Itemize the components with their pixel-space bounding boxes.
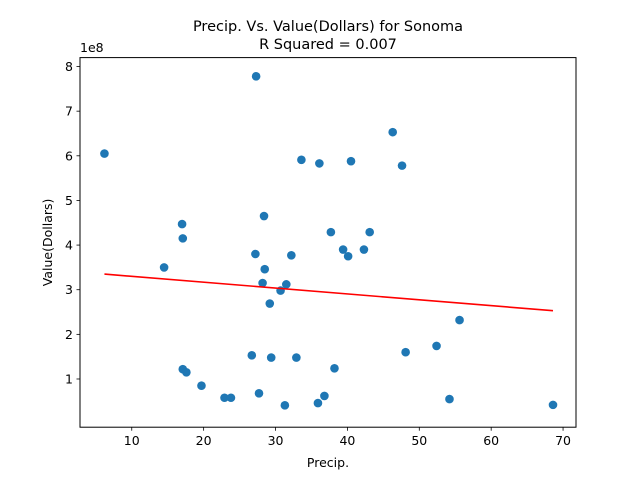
y-tick-label: 3: [65, 282, 73, 297]
plot-content: [100, 72, 558, 410]
data-point: [455, 315, 464, 325]
y-axis-ticks: 1 2 3 4 5 6 7 8: [65, 59, 80, 386]
plot-frame: [79, 57, 577, 428]
data-point: [178, 234, 188, 243]
data-point: [346, 156, 356, 166]
data-point: [177, 219, 187, 229]
x-tick-label: 20: [196, 433, 212, 448]
data-point: [220, 393, 229, 403]
data-point: [313, 398, 323, 408]
chart-title-line1: Precip. Vs. Value(Dollars) for Sonoma: [193, 19, 463, 35]
data-point: [182, 368, 191, 377]
x-tick-label: 30: [268, 433, 284, 448]
data-point: [260, 264, 270, 274]
data-point: [254, 388, 264, 398]
x-tick-label: 40: [339, 433, 355, 448]
data-point: [365, 227, 374, 237]
chart-title-line2: R Squared = 0.007: [259, 37, 397, 53]
x-tick-label: 70: [555, 433, 571, 448]
y-tick-label: 2: [65, 327, 73, 342]
x-tick-label: 60: [483, 433, 499, 448]
data-point: [100, 149, 109, 158]
x-axis-ticks: 10 20 30 40 50 60 70: [124, 427, 571, 448]
data-point: [359, 245, 369, 254]
data-point: [315, 159, 324, 168]
data-point: [287, 251, 296, 260]
data-point: [326, 227, 336, 237]
data-point: [432, 341, 441, 351]
data-point: [401, 347, 410, 357]
data-point: [338, 245, 348, 254]
y-tick-label: 7: [65, 104, 73, 119]
data-point: [251, 249, 260, 259]
x-axis-label: Precip.: [307, 455, 349, 470]
y-tick-label: 8: [65, 59, 73, 74]
data-point: [226, 393, 236, 403]
data-point: [259, 211, 269, 221]
data-point: [265, 299, 275, 308]
data-point: [197, 381, 206, 390]
y-tick-label: 5: [65, 193, 73, 208]
data-point: [251, 72, 261, 81]
y-axis-multiplier: 1e8: [80, 40, 104, 55]
data-point: [343, 251, 353, 261]
data-point: [397, 161, 407, 170]
data-point: [320, 391, 329, 401]
data-point: [247, 351, 257, 360]
y-tick-label: 1: [65, 371, 73, 386]
y-tick-label: 6: [65, 148, 73, 163]
y-tick-label: 4: [65, 238, 73, 253]
data-point: [297, 155, 306, 165]
data-point: [159, 263, 169, 272]
data-point: [292, 353, 301, 362]
data-point: [388, 127, 398, 137]
data-point: [330, 363, 339, 373]
x-tick-label: 10: [124, 433, 140, 448]
data-point: [258, 278, 267, 288]
data-point: [266, 353, 276, 362]
data-point: [548, 400, 558, 410]
data-point: [445, 394, 454, 404]
data-point: [280, 401, 290, 410]
y-axis-label: Value(Dollars): [40, 199, 55, 287]
x-tick-label: 50: [411, 433, 427, 448]
regression-line: [104, 273, 554, 312]
data-point: [282, 280, 291, 289]
